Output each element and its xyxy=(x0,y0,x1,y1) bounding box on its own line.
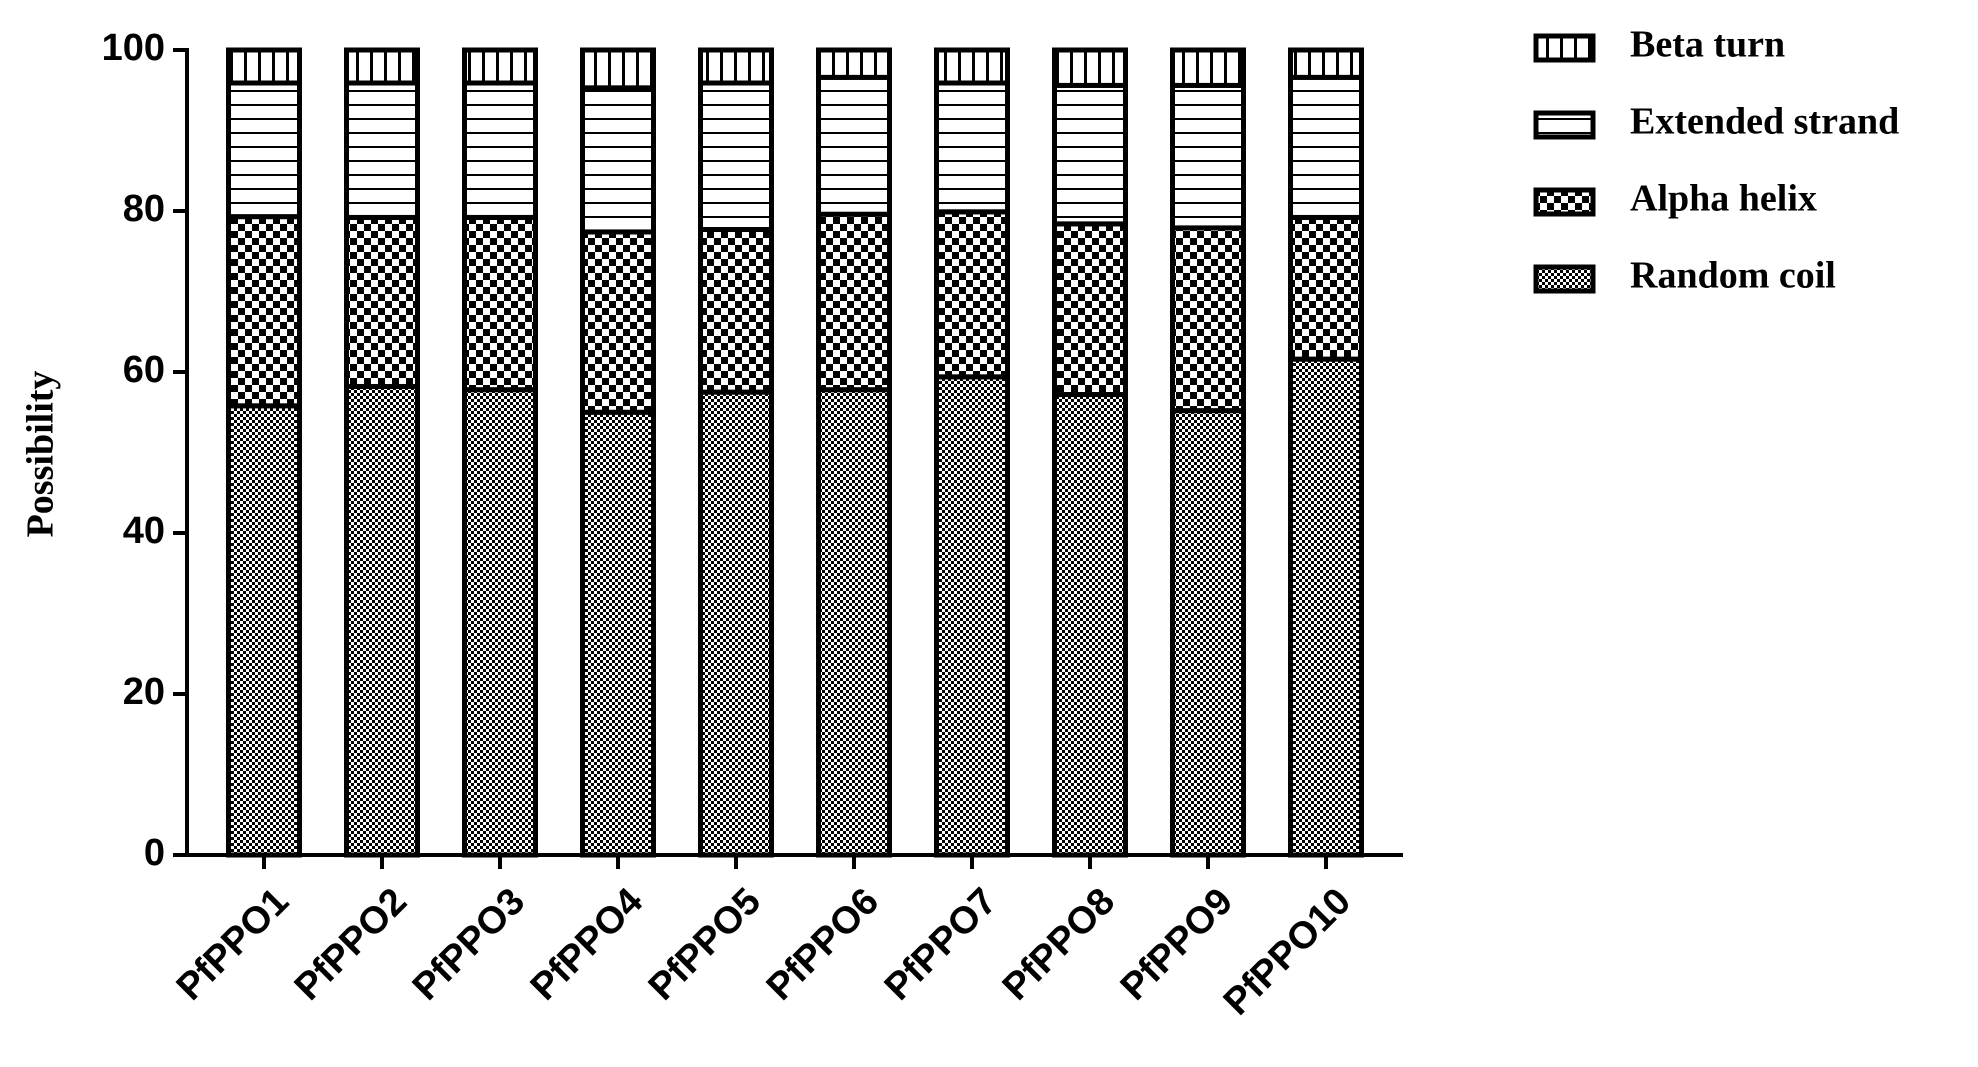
legend-swatch xyxy=(1533,33,1596,63)
bar-segment xyxy=(1288,74,1364,220)
plot-area: 020406080100PfPPO1PfPPO2PfPPO3PfPPO4PfPP… xyxy=(102,24,1900,1024)
x-tick-label: PfPPO4 xyxy=(523,880,651,1008)
bar-segment xyxy=(344,80,420,220)
y-tick-label: 40 xyxy=(123,510,165,552)
legend-label: Alpha helix xyxy=(1630,178,1817,220)
bar-segment xyxy=(934,209,1010,380)
bar-segment xyxy=(580,229,656,415)
bar-segment xyxy=(462,47,538,86)
y-tick-label: 80 xyxy=(123,188,165,230)
bar-segment xyxy=(226,214,302,409)
bar-segment xyxy=(1288,214,1364,362)
bar-segment xyxy=(462,387,538,858)
bar-segment xyxy=(698,227,774,395)
bar-segment xyxy=(1170,225,1246,414)
bar-segment xyxy=(1052,392,1128,858)
x-tick-label: PfPPO1 xyxy=(169,880,297,1008)
bar-segment xyxy=(934,47,1010,86)
bar-segment xyxy=(816,387,892,858)
bar-segment xyxy=(462,80,538,220)
bar-segment xyxy=(580,47,656,91)
bar-segment xyxy=(1170,408,1246,858)
bar-segment xyxy=(816,211,892,393)
bar-segment xyxy=(344,383,420,858)
bar-segment xyxy=(580,85,656,235)
bar-segment xyxy=(344,47,420,86)
bar-segment xyxy=(1288,356,1364,858)
x-tick-label: PfPPO8 xyxy=(995,880,1123,1008)
legend-swatch xyxy=(1533,187,1596,217)
bar-segment xyxy=(580,409,656,858)
y-tick-label: 60 xyxy=(123,349,165,391)
x-tick-label: PfPPO6 xyxy=(759,880,887,1008)
bar-segment xyxy=(1288,47,1364,80)
bar-segment xyxy=(226,80,302,220)
bar-segment xyxy=(698,389,774,858)
x-tick-label: PfPPO10 xyxy=(1216,880,1359,1023)
legend-label: Random coil xyxy=(1630,255,1836,297)
bar-segment xyxy=(1052,82,1128,227)
bar-segment xyxy=(226,403,302,858)
bar-segment xyxy=(1170,82,1246,231)
bar-segment xyxy=(226,47,302,86)
legend-swatch xyxy=(1533,110,1596,140)
x-tick-label: PfPPO3 xyxy=(405,880,533,1008)
bar-segment xyxy=(698,47,774,86)
legend-swatch xyxy=(1533,264,1596,294)
bar-segment xyxy=(1052,221,1128,398)
legend-label: Beta turn xyxy=(1630,24,1785,66)
y-axis-label: Possibility xyxy=(20,371,62,538)
x-tick-label: PfPPO5 xyxy=(641,880,769,1008)
bar-segment xyxy=(462,214,538,393)
bar-segment xyxy=(344,214,420,389)
bar-segment xyxy=(1170,47,1246,88)
bar-segment xyxy=(1052,47,1128,88)
bar-segment xyxy=(934,80,1010,215)
y-tick-label: 0 xyxy=(144,832,165,874)
bar-segment xyxy=(934,374,1010,858)
bar-segment xyxy=(816,74,892,217)
x-tick-label: PfPPO2 xyxy=(287,880,415,1008)
y-tick-label: 100 xyxy=(102,27,165,69)
y-tick-label: 20 xyxy=(123,671,165,713)
x-tick-label: PfPPO7 xyxy=(877,880,1005,1008)
bar-segment xyxy=(816,47,892,80)
bar-segment xyxy=(698,80,774,233)
legend-label: Extended strand xyxy=(1630,101,1899,143)
